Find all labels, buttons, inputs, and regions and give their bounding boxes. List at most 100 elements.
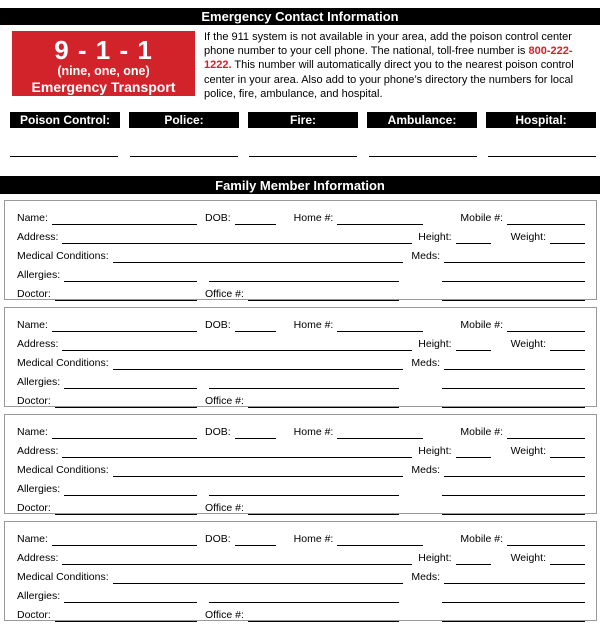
doctor-fill-line — [54, 406, 197, 409]
weight-label: Weight: — [510, 338, 546, 351]
doctor-row: Doctor: Office #: — [17, 496, 585, 516]
name-row: Name: DOB: Home #: Mobile #: — [17, 420, 585, 440]
name-label: Name: — [17, 212, 48, 225]
dob-label: DOB: — [205, 319, 231, 332]
medical-conditions-label: Medical Conditions: — [17, 357, 109, 370]
family-member-box: Name: DOB: Home #: Mobile #: Address: — [4, 414, 597, 516]
contact-label: Fire: — [289, 113, 316, 128]
police-fill-line — [129, 156, 238, 158]
name-row: Name: DOB: Home #: Mobile #: — [17, 206, 585, 226]
contact-label: Hospital: — [515, 113, 567, 128]
height-label: Height: — [418, 338, 452, 351]
address-fill-line — [62, 563, 413, 566]
address-label: Address: — [17, 445, 59, 458]
office-phone-label: Office #: — [205, 609, 244, 622]
address-row: Address: Height: Weight: — [17, 332, 585, 352]
dob-label: DOB: — [205, 212, 231, 225]
meds-extra-fill-line-1 — [442, 387, 585, 390]
doctor-label: Doctor: — [17, 502, 51, 515]
allergies-extra-fill-line — [209, 494, 399, 497]
medical-conditions-fill-line — [112, 368, 404, 371]
name-fill-line — [51, 223, 197, 226]
poison-control-fill-line — [10, 156, 118, 158]
911-pronunciation: (nine, one, one) — [57, 64, 150, 78]
doctor-label: Doctor: — [17, 288, 51, 301]
office-phone-label: Office #: — [205, 288, 244, 301]
meds-extra-fill-line-2 — [442, 620, 585, 623]
address-label: Address: — [17, 552, 59, 565]
name-label: Name: — [17, 426, 48, 439]
contact-label: Police: — [164, 113, 204, 128]
name-row: Name: DOB: Home #: Mobile #: — [17, 313, 585, 333]
doctor-label: Doctor: — [17, 395, 51, 408]
office-phone-fill-line — [247, 299, 399, 302]
allergies-extra-fill-line — [209, 387, 399, 390]
family-member-box: Name: DOB: Home #: Mobile #: Address: — [4, 521, 597, 623]
contact-bar-ambulance: Ambulance: — [367, 112, 477, 129]
address-fill-line — [62, 456, 413, 459]
allergies-fill-line — [64, 601, 197, 604]
contact-bar-fire: Fire: — [248, 112, 358, 129]
weight-label: Weight: — [510, 231, 546, 244]
doctor-row: Doctor: Office #: — [17, 282, 585, 302]
name-fill-line — [51, 330, 197, 333]
name-fill-line — [51, 437, 197, 440]
home-phone-fill-line — [337, 223, 424, 226]
home-phone-fill-line — [337, 437, 424, 440]
mobile-phone-fill-line — [507, 223, 585, 226]
meds-fill-line — [444, 261, 585, 264]
meds-label: Meds: — [411, 571, 440, 584]
meds-fill-line — [444, 582, 585, 585]
medical-conditions-fill-line — [112, 475, 404, 478]
mobile-phone-fill-line — [507, 544, 585, 547]
home-phone-label: Home #: — [293, 426, 334, 439]
meds-label: Meds: — [411, 464, 440, 477]
contact-label: Ambulance: — [387, 113, 457, 128]
instructions-text-after: This number will automatically direct yo… — [204, 59, 574, 100]
height-fill-line — [455, 242, 491, 245]
doctor-row: Doctor: Office #: — [17, 603, 585, 623]
home-phone-label: Home #: — [293, 533, 334, 546]
medical-conditions-fill-line — [112, 582, 404, 585]
911-box: 9 - 1 - 1 (nine, one, one) Emergency Tra… — [12, 31, 195, 111]
911-system-label: Emergency Transport System — [31, 79, 176, 111]
height-fill-line — [455, 456, 491, 459]
weight-fill-line — [550, 242, 585, 245]
allergies-fill-line — [64, 494, 197, 497]
hospital-fill-line — [488, 156, 596, 158]
medical-conditions-row: Medical Conditions: Meds: — [17, 565, 585, 585]
medical-conditions-label: Medical Conditions: — [17, 571, 109, 584]
family-title: Family Member Information — [215, 177, 385, 193]
doctor-fill-line — [54, 620, 197, 623]
medical-conditions-label: Medical Conditions: — [17, 250, 109, 263]
allergies-label: Allergies: — [17, 269, 61, 282]
contact-bar-police: Police: — [129, 112, 239, 129]
office-phone-fill-line — [247, 513, 399, 516]
medical-conditions-fill-line — [112, 261, 404, 264]
allergies-label: Allergies: — [17, 483, 61, 496]
contact-bar-poison-control: Poison Control: — [10, 112, 120, 129]
dob-label: DOB: — [205, 426, 231, 439]
medical-conditions-label: Medical Conditions: — [17, 464, 109, 477]
height-label: Height: — [418, 552, 452, 565]
allergies-row: Allergies: — [17, 477, 585, 497]
address-row: Address: Height: Weight: — [17, 225, 585, 245]
fire-fill-line — [249, 156, 357, 158]
contact-fill-line-row — [10, 156, 596, 158]
address-row: Address: Height: Weight: — [17, 439, 585, 459]
address-row: Address: Height: Weight: — [17, 546, 585, 566]
height-fill-line — [455, 349, 491, 352]
911-number: 9 - 1 - 1 — [54, 35, 153, 65]
weight-fill-line — [550, 349, 585, 352]
meds-extra-fill-line-1 — [442, 280, 585, 283]
meds-fill-line — [444, 368, 585, 371]
dob-fill-line — [234, 223, 276, 226]
mobile-phone-label: Mobile #: — [460, 426, 503, 439]
allergies-row: Allergies: — [17, 584, 585, 604]
poison-control-number: 800-222-1222. — [204, 45, 573, 72]
office-phone-fill-line — [247, 406, 399, 409]
meds-extra-fill-line-1 — [442, 601, 585, 604]
medical-conditions-row: Medical Conditions: Meds: — [17, 351, 585, 371]
name-label: Name: — [17, 319, 48, 332]
contact-label-row: Poison Control: Police: Fire: Ambulance:… — [10, 112, 596, 129]
